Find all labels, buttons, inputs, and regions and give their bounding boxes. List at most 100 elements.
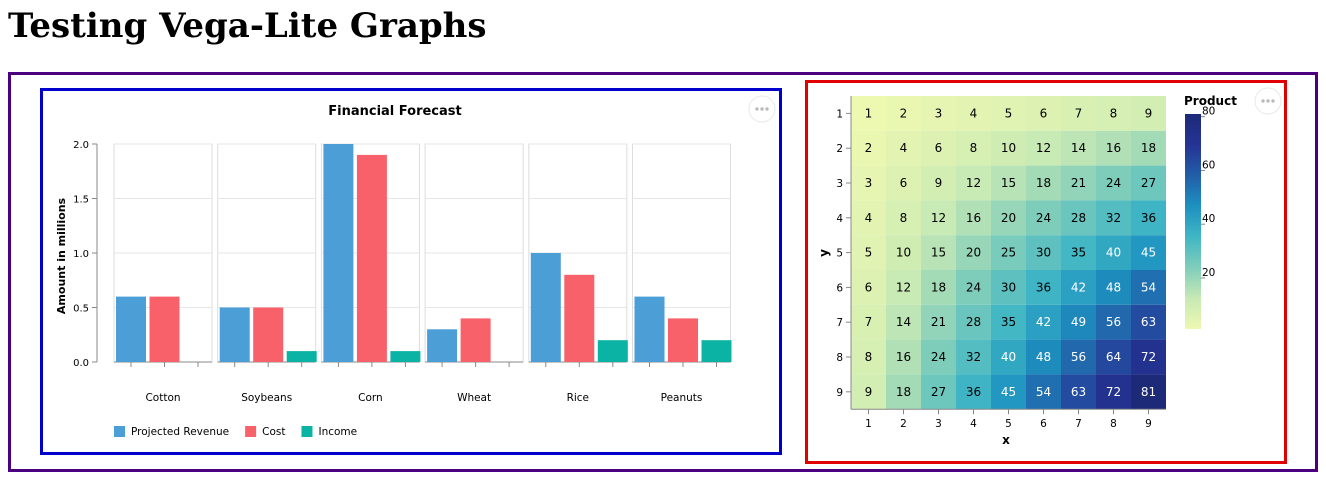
chart-menu-button[interactable]	[1254, 87, 1282, 115]
heatmap-cell	[851, 235, 886, 270]
cell-label: 56	[1106, 315, 1121, 329]
heatmap-cell	[1026, 235, 1061, 270]
heatmap-cell	[1026, 304, 1061, 340]
legend-swatch	[114, 426, 125, 437]
heatmap-cell	[1096, 130, 1131, 166]
cell-label: 42	[1036, 315, 1051, 329]
bar-chart-panel: Financial Forecast Amount in millions 0.…	[40, 88, 782, 455]
heatmap-cell	[921, 374, 956, 410]
cell-label: 72	[1106, 385, 1121, 399]
heatmap-cell	[991, 96, 1026, 131]
cell-label: 9	[1145, 106, 1153, 120]
heatmap-cell	[1131, 200, 1166, 236]
cell-label: 16	[966, 211, 981, 225]
heatmap-cell	[991, 165, 1026, 201]
cell-label: 4	[900, 141, 908, 155]
heatmap-cell	[991, 304, 1026, 340]
heatmap-cell	[956, 130, 991, 166]
heatmap-cell	[1026, 165, 1061, 201]
heatmap-cell	[1026, 374, 1061, 410]
chart-menu-button[interactable]	[748, 95, 776, 123]
heatmap-cell	[1096, 200, 1131, 236]
y-axis-title: y	[817, 249, 831, 257]
y-tick-label: 0.5	[73, 304, 89, 315]
heatmap-cell	[1061, 339, 1096, 375]
cell-label: 18	[1141, 141, 1156, 155]
cell-label: 36	[1141, 211, 1156, 225]
heatmap-cell	[991, 235, 1026, 270]
heatmap-cell	[921, 339, 956, 375]
cell-label: 1	[865, 106, 873, 120]
heatmap-chart: 1 2 3 4 5 6 7 8 92 4 6 8 10 12 14 16 183 6 9 12 15 18 21 24 274 8…	[817, 87, 1282, 447]
y-tick-label: 1	[836, 108, 843, 120]
cell-label: 5	[865, 246, 873, 260]
cell-label: 36	[966, 385, 981, 399]
page-title: Testing Vega-Lite Graphs	[8, 6, 487, 46]
cell-label: 18	[931, 280, 946, 294]
cell-label: 6	[1040, 106, 1048, 120]
category-labels: Cotton Soybeans Corn Wheat Rice Peanuts	[145, 392, 702, 404]
heatmap-cell	[851, 165, 886, 201]
heatmap-cell	[1096, 304, 1131, 340]
y-tick-label: 3	[836, 178, 843, 190]
heatmap-cell	[886, 235, 921, 270]
cell-label: 4	[970, 106, 978, 120]
y-tick-label: 1.5	[73, 195, 89, 206]
heatmap-cell	[991, 374, 1026, 410]
y-tick-label: 2	[836, 143, 843, 155]
legend: Projected Revenue Cost Income	[114, 426, 357, 438]
heatmap-cell	[991, 130, 1026, 166]
heatmap-cell	[886, 96, 921, 131]
cell-label: 9	[865, 385, 873, 399]
category-label: Rice	[567, 392, 589, 404]
heatmap-cell	[1131, 339, 1166, 375]
category-label: Peanuts	[661, 392, 703, 404]
cell-label: 12	[966, 176, 981, 190]
heatmap-cell	[1061, 235, 1096, 270]
cell-label: 14	[896, 315, 911, 329]
x-tick-label: 1	[865, 418, 872, 430]
heatmap-cell	[956, 165, 991, 201]
cell-label: 45	[1001, 385, 1016, 399]
heatmap-cell	[991, 339, 1026, 375]
cell-label: 14	[1071, 141, 1086, 155]
bar-projected-revenue-corn	[323, 144, 354, 362]
heatmap-cell	[851, 304, 886, 340]
y-tick-label: 7	[836, 317, 843, 329]
heatmap-cell	[991, 200, 1026, 236]
cell-label: 16	[896, 350, 911, 364]
category-label: Soybeans	[241, 392, 292, 404]
y-tick-label: 0.0	[73, 358, 89, 369]
cell-label: 27	[931, 385, 946, 399]
heatmap-cell	[1096, 96, 1131, 131]
heatmap-cell	[1096, 339, 1131, 375]
ellipsis-icon	[755, 107, 769, 111]
cell-label: 18	[1036, 176, 1051, 190]
cell-label: 54	[1141, 280, 1156, 294]
heatmap-cell	[1061, 270, 1096, 305]
cell-label: 8	[1110, 106, 1118, 120]
x-tick-label: 5	[1005, 418, 1012, 430]
cell-label: 63	[1141, 315, 1156, 329]
heatmap-cell	[1131, 235, 1166, 270]
y-tick-label: 4	[836, 213, 843, 225]
bar-income-peanuts	[701, 340, 732, 362]
cell-label: 27	[1141, 176, 1156, 190]
bar-income-rice	[597, 340, 628, 362]
cell-label: 21	[1071, 176, 1086, 190]
cell-label: 6	[865, 280, 873, 294]
chart-title: Financial Forecast	[328, 104, 461, 119]
cell-label: 6	[935, 141, 943, 155]
cell-label: 2	[865, 141, 873, 155]
y-tick-label: 2.0	[73, 140, 89, 151]
heatmap-cell	[1131, 96, 1166, 131]
cell-label: 6	[900, 176, 908, 190]
bar-projected-revenue-soybeans	[219, 307, 250, 362]
cell-label: 8	[865, 350, 873, 364]
cell-label: 5	[1005, 106, 1013, 120]
legend-label: Income	[318, 426, 357, 438]
bar-cost-corn	[356, 154, 387, 362]
bar-projected-revenue-wheat	[427, 329, 458, 362]
y-tick-label: 6	[836, 282, 843, 294]
heatmap-cell	[886, 165, 921, 201]
